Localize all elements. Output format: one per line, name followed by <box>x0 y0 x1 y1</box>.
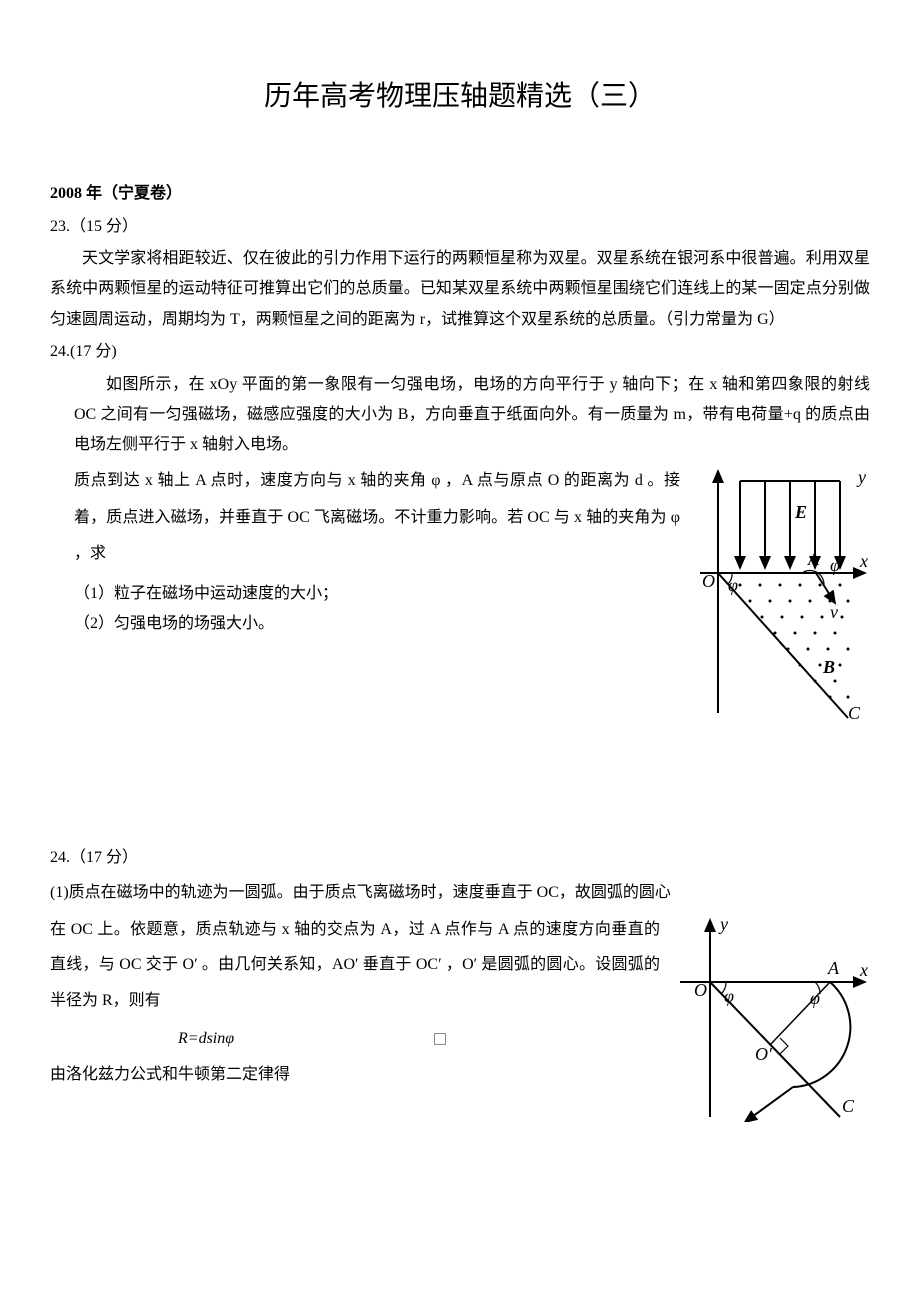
fig2-label-O: O <box>694 980 707 1000</box>
q24s-line1: (1)质点在磁场中的轨迹为一圆弧。由于质点飞离磁场时，速度垂直于 OC，故圆弧的… <box>50 875 870 910</box>
q24s-line2: 在 OC 上。依题意，质点轨迹与 x 轴的交点为 A，过 A 点作与 A 点的速… <box>50 912 660 1018</box>
fig2-label-x: x <box>859 960 868 980</box>
figure-1: y x O A E v B C φ φ <box>690 463 870 723</box>
fig1-label-v: v <box>830 602 838 622</box>
q24-sub1: （1）粒子在磁场中运动速度的大小； <box>74 579 680 609</box>
fig2-label-y: y <box>718 914 728 934</box>
q24s-label: 24.（17 分） <box>50 843 870 873</box>
fig1-phi1: φ <box>728 575 738 595</box>
fig2-phi1: φ <box>724 986 734 1006</box>
q24-line2: 质点到达 x 轴上 A 点时，速度方向与 x 轴的夹角 φ ，A 点与原点 O … <box>74 463 680 573</box>
q24s-row: 在 OC 上。依题意，质点轨迹与 x 轴的交点为 A，过 A 点作与 A 点的速… <box>50 912 870 1122</box>
spacer <box>50 723 870 843</box>
fig1-label-A: A <box>807 549 820 569</box>
fig1-phi2: φ <box>830 555 840 575</box>
fig1-label-B: B <box>822 657 835 677</box>
q24-line1: 如图所示，在 xOy 平面的第一象限有一匀强电场，电场的方向平行于 y 轴向下；… <box>74 370 870 461</box>
q24-sub2: （2）匀强电场的场强大小。 <box>74 609 680 639</box>
q24-label: 24.(17 分) <box>50 337 870 367</box>
year-heading: 2008 年（宁夏卷） <box>50 179 870 209</box>
fig1-label-y: y <box>856 467 866 487</box>
q23-body: 天文学家将相距较近、仅在彼此的引力作用下运行的两颗恒星称为双星。双星系统在银河系… <box>50 244 870 335</box>
eq-r: R=dsinφ <box>178 1024 234 1054</box>
fig2-label-C: C <box>842 1096 855 1116</box>
fig2-label-A: A <box>827 958 840 978</box>
eq-block: R=dsinφ <box>178 1024 660 1054</box>
q24s-line3: 由洛化兹力公式和牛顿第二定律得 <box>50 1060 660 1090</box>
fig2-phi2: φ <box>810 988 820 1008</box>
fig2-label-Op: O′ <box>755 1044 773 1064</box>
fig1-label-C: C <box>848 703 861 723</box>
fig1-label-O: O <box>702 571 715 591</box>
q23-label: 23.（15 分） <box>50 212 870 242</box>
q24-row: 质点到达 x 轴上 A 点时，速度方向与 x 轴的夹角 φ ，A 点与原点 O … <box>50 463 870 723</box>
fig1-label-E: E <box>794 502 807 522</box>
page-title: 历年高考物理压轴题精选（三） <box>50 70 870 123</box>
figure-2: y x O A O′ C φ φ <box>670 912 870 1122</box>
fig1-label-x: x <box>859 551 868 571</box>
eq-marker <box>434 1033 446 1045</box>
